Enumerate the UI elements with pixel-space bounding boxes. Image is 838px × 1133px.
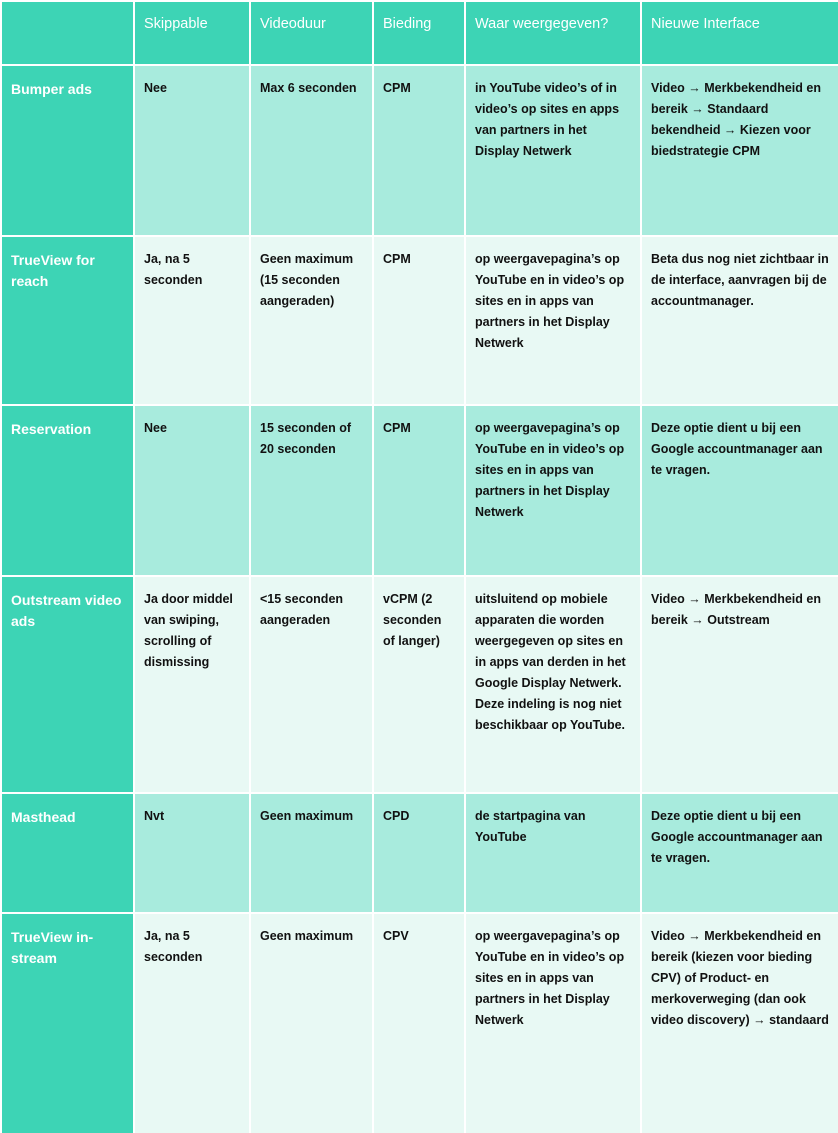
column-header: Videoduur [249,0,374,66]
table-cell: Geen maximum (15 seconden aangeraden) [249,235,374,406]
table-cell: Max 6 seconden [249,64,374,237]
table-row: Bumper ads Nee Max 6 seconden CPM in YouTube… [0,64,838,237]
row-label: TrueView in-stream [0,912,135,1133]
table-cell: op weergavepagina’s op YouTube en in vid… [464,404,642,577]
table-cell: CPM [372,235,466,406]
row-label: Bumper ads [0,64,135,237]
row-label: Reservation [0,404,135,577]
corner-cell [0,0,135,66]
column-header: Bieding [372,0,466,66]
table-cell: Video → Merkbekendheid en bereik (kiezen… [640,912,838,1133]
table-row: Reservation Nee 15 seconden of 20 seconden… [0,404,838,577]
table-cell: de startpagina van YouTube [464,792,642,914]
table-cell: Ja, na 5 seconden [133,235,251,406]
table-row: Outstream video ads Ja door middel van sw… [0,575,838,794]
table-row: Masthead Nvt Geen maximum CPD de startpagina… [0,792,838,914]
table-cell: in YouTube video’s of in video’s op site… [464,64,642,237]
table-row: TrueView in-stream Ja, na 5 seconden Geen … [0,912,838,1133]
table-cell: <15 seconden aangeraden [249,575,374,794]
table-cell: Nee [133,404,251,577]
table-cell: Video → Merkbekendheid en bereik → Outst… [640,575,838,794]
table-cell: Beta dus nog niet zichtbaar in de interf… [640,235,838,406]
table-cell: CPM [372,404,466,577]
table-cell: CPD [372,792,466,914]
table-cell: Geen maximum [249,792,374,914]
table-cell: Ja door middel van swiping, scrolling of… [133,575,251,794]
table-cell: Ja, na 5 seconden [133,912,251,1133]
table-cell: Deze optie dient u bij een Google accoun… [640,792,838,914]
row-label: Outstream video ads [0,575,135,794]
table-cell: uitsluitend op mobiele apparaten die wor… [464,575,642,794]
table-cell: CPM [372,64,466,237]
table-cell: op weergavepagina’s op YouTube en in vid… [464,235,642,406]
table-cell: Nvt [133,792,251,914]
table-row: TrueView for reach Ja, na 5 seconden Geen … [0,235,838,406]
table-cell: vCPM (2 seconden of langer) [372,575,466,794]
header-row: Skippable Videoduur Bieding Waar weergegeve… [0,0,838,66]
table-cell: Deze optie dient u bij een Google accoun… [640,404,838,577]
column-header: Waar weergegeven? [464,0,642,66]
table-cell: op weergavepagina’s op YouTube en in vid… [464,912,642,1133]
column-header: Skippable [133,0,251,66]
row-label: TrueView for reach [0,235,135,406]
table-cell: CPV [372,912,466,1133]
table-cell: Video → Merkbekendheid en bereik → Stand… [640,64,838,237]
table-cell: Nee [133,64,251,237]
table-cell: Geen maximum [249,912,374,1133]
row-label: Masthead [0,792,135,914]
table-cell: 15 seconden of 20 seconden [249,404,374,577]
column-header: Nieuwe Interface [640,0,838,66]
